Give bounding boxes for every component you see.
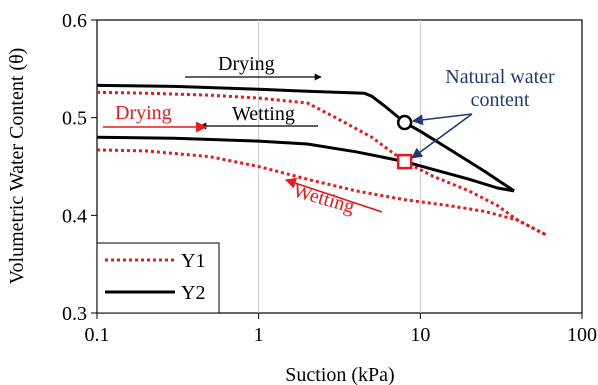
y-axis-title: Volumetric Water Content (θ) bbox=[6, 48, 28, 285]
y-tick-label-2: 0.5 bbox=[62, 108, 87, 130]
annotation-arrows bbox=[103, 73, 473, 213]
drying-red-label: Drying bbox=[115, 102, 172, 124]
legend-label-y1: Y1 bbox=[181, 250, 205, 272]
natural-arrow-to-circle bbox=[411, 113, 473, 126]
series-y1-drying-line bbox=[96, 90, 547, 237]
series-layer bbox=[96, 83, 547, 237]
y-axis-ticks: 0.3 0.4 0.5 0.6 bbox=[62, 10, 97, 325]
y-tick-label-3: 0.6 bbox=[62, 10, 87, 32]
natural-water-marker-y1 bbox=[396, 153, 413, 170]
wetting-red-arrow bbox=[284, 177, 383, 213]
x-axis-title: Suction (kPa) bbox=[285, 364, 394, 385]
natural-water-label-line2: content bbox=[471, 89, 530, 111]
legend-label-y2: Y2 bbox=[181, 282, 205, 304]
x-tick-label-1: 1 bbox=[254, 324, 264, 346]
x-tick-label-0: 0.1 bbox=[85, 324, 110, 346]
drying-black-label: Drying bbox=[218, 53, 275, 75]
y-tick-label-1: 0.4 bbox=[62, 205, 87, 227]
natural-water-label-line1: Natural water bbox=[445, 66, 555, 88]
series-y2-wetting-line bbox=[96, 135, 515, 193]
legend-box bbox=[96, 242, 220, 314]
natural-water-marker-y2 bbox=[396, 114, 413, 131]
x-tick-label-3: 100 bbox=[567, 324, 597, 346]
x-axis-ticks: 0.1 1 10 100 bbox=[85, 313, 597, 346]
y-tick-label-0: 0.3 bbox=[62, 303, 87, 325]
wetting-black-label: Wetting bbox=[232, 103, 295, 125]
natural-arrow-to-square bbox=[411, 113, 473, 159]
series-y1-wetting-line bbox=[96, 148, 547, 237]
x-tick-label-2: 10 bbox=[410, 324, 430, 346]
legend: Y1 Y2 bbox=[96, 242, 220, 314]
series-y2-drying-line bbox=[96, 83, 515, 193]
